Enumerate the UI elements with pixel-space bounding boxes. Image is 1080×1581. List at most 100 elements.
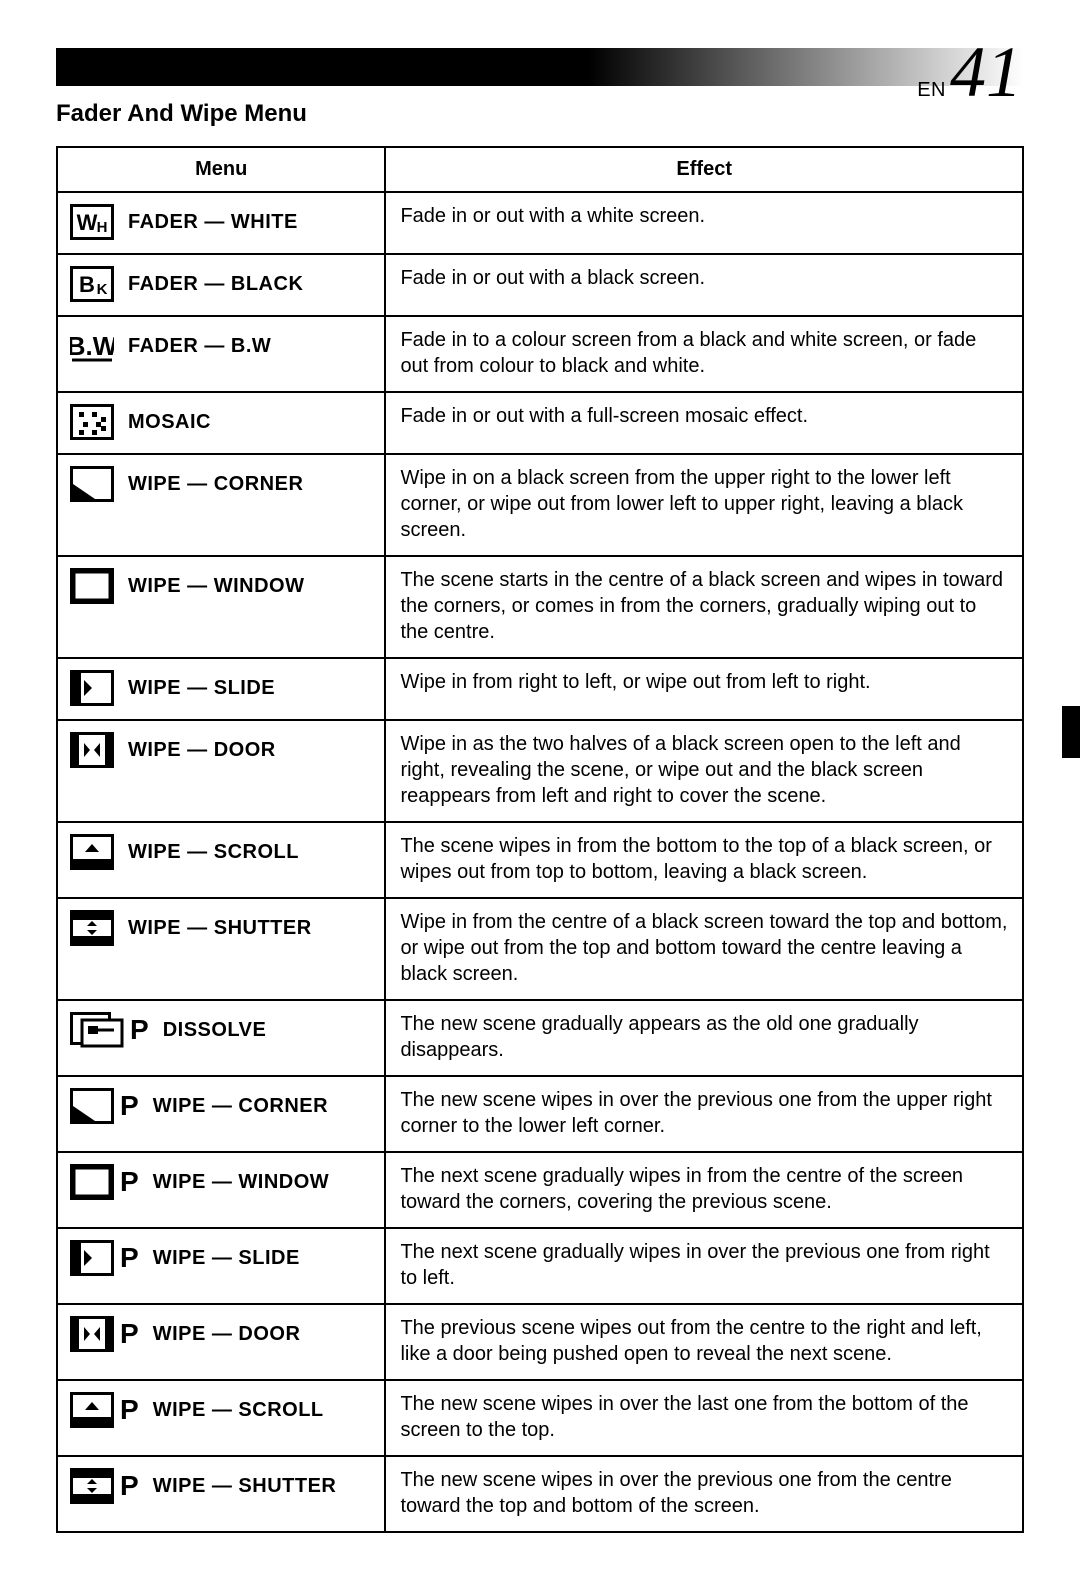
menu-item: PWIPE — SHUTTER: [70, 1467, 372, 1505]
menu-item: B.W FADER — B.W: [70, 327, 372, 365]
menu-cell: P WIPE — SLIDE: [57, 1228, 385, 1304]
menu-item: WHFADER — WHITE: [70, 203, 372, 241]
effect-cell: The previous scene wipes out from the ce…: [385, 1304, 1023, 1380]
wh-icon: WH: [70, 203, 114, 241]
table-row: PWIPE — SHUTTER The new scene wipes in ov…: [57, 1456, 1023, 1532]
table-row: BKFADER — BLACKFade in or out with a bla…: [57, 254, 1023, 316]
menu-item: P WIPE — CORNER: [70, 1087, 372, 1125]
shutter-icon: [70, 909, 114, 947]
window-icon: [70, 1163, 114, 1201]
effect-cell: The next scene gradually wipes in from t…: [385, 1152, 1023, 1228]
menu-item: MOSAIC: [70, 403, 372, 441]
menu-label: WIPE — DOOR: [153, 1323, 301, 1346]
menu-item: P WIPE — SCROLL: [70, 1391, 372, 1429]
svg-text:B: B: [79, 272, 95, 297]
menu-cell: WIPE — DOOR: [57, 720, 385, 822]
menu-cell: PWIPE — SHUTTER: [57, 1456, 385, 1532]
menu-item: BKFADER — BLACK: [70, 265, 372, 303]
slide-icon: [70, 1239, 114, 1277]
page: EN 41 Fader And Wipe Menu Menu Effect WH…: [0, 0, 1080, 1581]
menu-label: WIPE — WINDOW: [153, 1171, 329, 1194]
effect-cell: The scene wipes in from the bottom to th…: [385, 822, 1023, 898]
column-header-menu: Menu: [57, 147, 385, 192]
effect-cell: Fade in or out with a full-screen mosaic…: [385, 392, 1023, 454]
menu-label: WIPE — SCROLL: [153, 1399, 324, 1422]
p-indicator: P: [120, 1242, 139, 1274]
menu-cell: WIPE — SLIDE: [57, 658, 385, 720]
menu-item: WIPE — SCROLL: [70, 833, 372, 871]
menu-label: WIPE — DOOR: [128, 739, 276, 762]
scroll-icon: [70, 1391, 114, 1429]
p-indicator: P: [130, 1014, 149, 1046]
door-icon: [70, 1315, 114, 1353]
effect-cell: The scene starts in the centre of a blac…: [385, 556, 1023, 658]
table-row: P WIPE — WINDOW The next scene gradually w…: [57, 1152, 1023, 1228]
page-number-group: EN 41: [917, 36, 1022, 108]
menu-cell: WIPE — SHUTTER: [57, 898, 385, 1000]
effect-cell: The new scene wipes in over the last one…: [385, 1380, 1023, 1456]
scroll-icon: [70, 833, 114, 871]
effect-cell: The next scene gradually wipes in over t…: [385, 1228, 1023, 1304]
menu-cell: B.W FADER — B.W: [57, 316, 385, 392]
effect-cell: Wipe in as the two halves of a black scr…: [385, 720, 1023, 822]
bw-icon: B.W: [70, 327, 114, 365]
menu-item: P WIPE — DOOR: [70, 1315, 372, 1353]
table-row: P WIPE — SCROLL The new scene wipes in ove…: [57, 1380, 1023, 1456]
table-row: WIPE — SCROLL The scene wipes in from the…: [57, 822, 1023, 898]
table-row: P WIPE — DOOR The previous scene wipes out…: [57, 1304, 1023, 1380]
menu-item: WIPE — SLIDE: [70, 669, 372, 707]
menu-label: DISSOLVE: [163, 1019, 267, 1042]
table-row: P WIPE — SLIDE The next scene gradually wi…: [57, 1228, 1023, 1304]
side-tab: [1062, 706, 1080, 758]
menu-label: WIPE — SHUTTER: [128, 917, 312, 940]
menu-label: WIPE — WINDOW: [128, 575, 304, 598]
effect-cell: Fade in to a colour screen from a black …: [385, 316, 1023, 392]
effect-cell: Wipe in from the centre of a black scree…: [385, 898, 1023, 1000]
table-row: WIPE — SLIDEWipe in from right to left, …: [57, 658, 1023, 720]
effect-cell: The new scene gradually appears as the o…: [385, 1000, 1023, 1076]
menu-cell: WHFADER — WHITE: [57, 192, 385, 254]
dissolve-icon: [70, 1011, 124, 1049]
p-indicator: P: [120, 1394, 139, 1426]
menu-label: MOSAIC: [128, 411, 211, 434]
table-row: WIPE — CORNER Wipe in on a black screen f…: [57, 454, 1023, 556]
p-indicator: P: [120, 1470, 139, 1502]
table-row: PWIPE — CORNERThe new scene wipes in ove…: [57, 1076, 1023, 1152]
effect-cell: Fade in or out with a white screen.: [385, 192, 1023, 254]
mosaic-icon: [70, 403, 114, 441]
menu-cell: P DISSOLVE: [57, 1000, 385, 1076]
table-row: P DISSOLVE The new scene gradually appears…: [57, 1000, 1023, 1076]
menu-item: WIPE — SHUTTER: [70, 909, 372, 947]
menu-cell: P WIPE — DOOR: [57, 1304, 385, 1380]
effect-cell: Wipe in on a black screen from the upper…: [385, 454, 1023, 556]
menu-table: Menu Effect WHFADER — WHITEFade in or ou…: [56, 146, 1024, 1533]
menu-label: FADER — B.W: [128, 335, 271, 358]
page-number: 41: [950, 36, 1022, 108]
table-row: WIPE — WINDOW The scene starts in the cen…: [57, 556, 1023, 658]
p-indicator: P: [120, 1090, 139, 1122]
header-gradient-bar: [56, 48, 1024, 86]
lang-label: EN: [917, 79, 946, 102]
menu-cell: BKFADER — BLACK: [57, 254, 385, 316]
menu-cell: P WIPE — CORNER: [57, 1076, 385, 1152]
menu-label: WIPE — CORNER: [153, 1095, 328, 1118]
section-title: Fader And Wipe Menu: [56, 100, 1024, 128]
bk-icon: BK: [70, 265, 114, 303]
menu-label: WIPE — CORNER: [128, 473, 303, 496]
menu-label: WIPE — SLIDE: [153, 1247, 300, 1270]
menu-cell: P WIPE — SCROLL: [57, 1380, 385, 1456]
table-row: WHFADER — WHITE Fade in or out with a whi…: [57, 192, 1023, 254]
svg-text:B.W: B.W: [70, 331, 114, 361]
corner-icon: [70, 465, 114, 503]
p-indicator: P: [120, 1166, 139, 1198]
menu-item: WIPE — WINDOW: [70, 567, 372, 605]
svg-text:K: K: [97, 281, 108, 298]
menu-cell: P WIPE — WINDOW: [57, 1152, 385, 1228]
effect-cell: The new scene wipes in over the previous…: [385, 1456, 1023, 1532]
p-indicator: P: [120, 1318, 139, 1350]
menu-item: P WIPE — SLIDE: [70, 1239, 372, 1277]
table-row: B.W FADER — B.W Fade in to a colour screen…: [57, 316, 1023, 392]
menu-label: WIPE — SLIDE: [128, 677, 275, 700]
svg-text:H: H: [97, 219, 108, 236]
svg-text:W: W: [77, 210, 98, 235]
